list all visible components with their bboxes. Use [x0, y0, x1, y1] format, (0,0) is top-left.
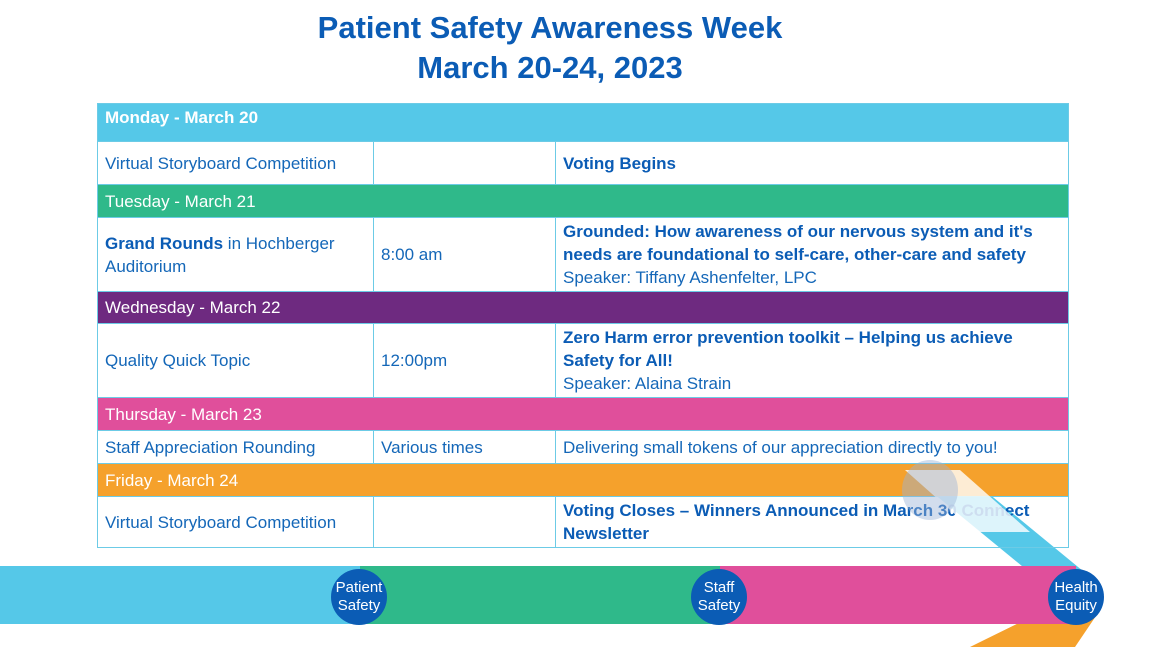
speaker: Speaker: Alaina Strain: [563, 374, 732, 393]
event-name: Quality Quick Topic: [97, 323, 374, 398]
event-time: Various times: [373, 430, 556, 464]
page-title: Patient Safety Awareness Week: [317, 10, 783, 45]
page-subtitle: March 20-24, 2023: [417, 50, 683, 85]
event-detail: Zero Harm error prevention toolkit – Hel…: [555, 323, 1069, 398]
event-name: Grand Rounds in Hochberger Auditorium: [97, 217, 374, 292]
band-green: [360, 566, 720, 624]
event-detail: Delivering small tokens of our appreciat…: [555, 430, 1069, 464]
pillar-staff-safety: Staff Safety: [691, 569, 747, 625]
day-header-wednesday: Wednesday - March 22: [97, 291, 1069, 324]
event-time: 12:00pm: [373, 323, 556, 398]
event-name: Virtual Storyboard Competition: [97, 141, 374, 185]
event-detail: Voting Begins: [563, 153, 677, 173]
day-header-friday: Friday - March 24: [97, 463, 1069, 497]
event-detail: Voting Closes – Winners Announced in Mar…: [563, 501, 1030, 543]
event-detail: Grounded: How awareness of our nervous s…: [555, 217, 1069, 292]
pillar-patient-safety: Patient Safety: [331, 569, 387, 625]
band-cyan: [0, 566, 360, 624]
speaker: Speaker: Tiffany Ashenfelter, LPC: [563, 268, 817, 287]
event-name: Staff Appreciation Rounding: [97, 430, 374, 464]
band-pink: [720, 566, 1076, 624]
pillar-health-equity: Health Equity: [1048, 569, 1104, 625]
day-header-monday: Monday - March 20: [97, 103, 1069, 142]
event-time: [373, 496, 556, 548]
event-time: 8:00 am: [373, 217, 556, 292]
event-time: [373, 141, 556, 185]
day-header-thursday: Thursday - March 23: [97, 397, 1069, 431]
day-header-tuesday: Tuesday - March 21: [97, 184, 1069, 218]
event-name: Virtual Storyboard Competition: [97, 496, 374, 548]
schedule-table: Monday - March 20 Virtual Storyboard Com…: [97, 103, 1069, 548]
